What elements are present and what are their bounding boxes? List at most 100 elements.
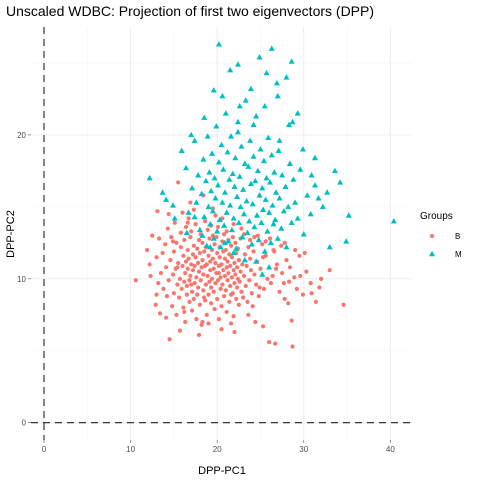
data-point-m	[297, 166, 304, 172]
data-point-m	[236, 102, 243, 109]
data-point-m	[247, 137, 254, 143]
data-point-m	[223, 209, 230, 215]
data-point-m	[226, 176, 233, 182]
data-point-m	[261, 248, 268, 254]
legend-item-b: B	[429, 232, 460, 241]
data-point-b	[212, 306, 217, 312]
data-point-m	[240, 186, 247, 192]
data-point-m	[253, 258, 260, 264]
data-point-m	[258, 219, 265, 225]
data-point-b	[220, 282, 225, 287]
data-point-b	[228, 283, 233, 289]
data-point-b	[178, 230, 183, 235]
data-point-m	[189, 184, 196, 191]
data-point-b	[286, 279, 292, 284]
data-point-b	[219, 304, 224, 309]
data-point-b	[318, 276, 324, 281]
data-point-m	[275, 147, 282, 153]
data-point-b	[277, 289, 282, 294]
data-point-m	[274, 92, 281, 99]
data-point-b	[196, 260, 201, 266]
data-point-m	[307, 210, 314, 217]
data-point-m	[266, 264, 273, 270]
data-point-b	[184, 283, 189, 289]
data-point-b	[189, 229, 194, 234]
data-point-m	[191, 137, 198, 143]
data-point-b	[290, 344, 295, 349]
data-point-b	[280, 270, 285, 276]
data-point-m	[268, 151, 275, 158]
data-point-b	[167, 337, 172, 342]
data-point-b	[147, 262, 152, 267]
data-point-b	[224, 309, 229, 315]
data-point-b	[287, 265, 293, 270]
data-point-m	[208, 150, 216, 156]
data-point-m	[259, 184, 266, 191]
data-point-b	[210, 256, 215, 261]
data-point-b	[182, 237, 187, 243]
data-point-m	[221, 239, 229, 246]
data-point-b	[166, 211, 171, 217]
data-point-m	[205, 203, 212, 210]
data-point-b	[216, 317, 222, 322]
data-point-b	[294, 286, 299, 292]
data-point-m	[198, 190, 205, 197]
data-point-b	[234, 296, 239, 302]
data-point-b	[240, 262, 245, 267]
data-point-m	[208, 187, 215, 194]
data-point-b	[190, 252, 196, 257]
data-point-b	[170, 304, 175, 309]
data-point-b	[183, 270, 188, 276]
data-point-b	[179, 286, 184, 292]
data-point-m	[230, 249, 237, 256]
data-point-m	[244, 229, 251, 236]
data-point-b	[304, 269, 309, 274]
legend-key-b	[429, 233, 435, 239]
data-point-b	[292, 275, 297, 280]
data-point-m	[324, 189, 331, 195]
data-point-b	[170, 239, 176, 244]
data-point-b	[221, 232, 227, 237]
data-point-b	[150, 233, 155, 238]
data-point-b	[247, 237, 253, 243]
data-point-b	[204, 262, 209, 267]
data-point-b	[217, 255, 222, 260]
data-point-b	[308, 281, 313, 286]
data-point-m	[311, 182, 319, 188]
data-point-m	[256, 54, 263, 60]
data-point-m	[315, 195, 322, 201]
data-point-m	[326, 243, 333, 250]
data-point-b	[144, 247, 150, 253]
data-point-b	[225, 278, 230, 283]
data-point-m	[286, 121, 293, 128]
data-point-m	[292, 199, 299, 205]
data-point-b	[246, 312, 251, 317]
data-point-b	[196, 237, 202, 243]
data-point-m	[229, 170, 236, 177]
data-point-b	[245, 299, 250, 304]
data-point-m	[319, 203, 326, 210]
data-point-b	[236, 258, 241, 263]
data-point-m	[224, 148, 231, 155]
chart-title: Unscaled WDBC: Projection of first two e…	[6, 3, 374, 19]
data-point-b	[206, 292, 211, 297]
reference-lines	[31, 27, 412, 440]
data-point-m	[210, 235, 217, 241]
data-point-m	[227, 133, 235, 139]
data-point-b	[298, 273, 303, 279]
data-point-b	[270, 273, 275, 279]
data-point-m	[276, 137, 283, 143]
data-point-b	[272, 249, 277, 254]
data-point-b	[192, 281, 197, 286]
data-point-b	[187, 278, 192, 283]
data-point-b	[309, 291, 314, 296]
data-point-m	[390, 218, 397, 224]
data-point-b	[267, 236, 273, 241]
data-point-b	[181, 305, 186, 310]
data-point-b	[247, 256, 253, 261]
data-point-b	[196, 332, 202, 338]
data-point-m	[242, 97, 249, 103]
data-point-m	[234, 61, 241, 67]
data-point-b	[161, 286, 166, 292]
